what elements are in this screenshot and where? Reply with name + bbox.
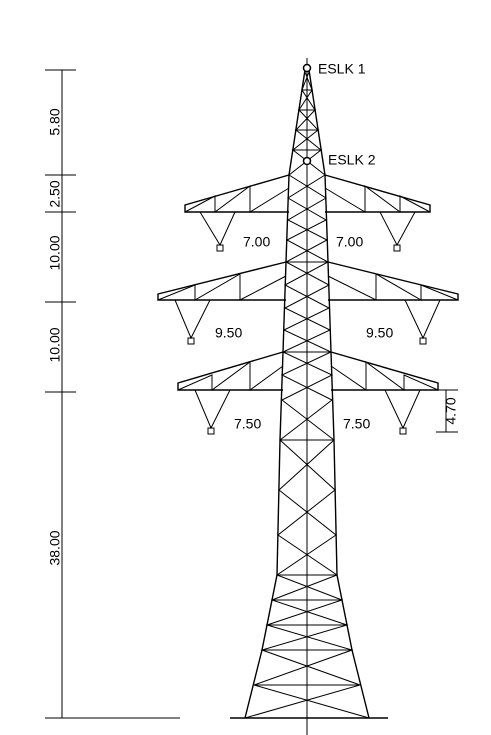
arm-span-label: 9.50 xyxy=(215,325,242,341)
height-label: 5.80 xyxy=(47,108,63,135)
height-label: 10.00 xyxy=(47,327,63,362)
earth-wire-label: ESLK 2 xyxy=(328,152,376,168)
arm-span-label: 7.00 xyxy=(336,234,363,250)
arm-span-label: 9.50 xyxy=(366,325,393,341)
arm-span-label: 7.50 xyxy=(234,416,261,432)
height-label: 38.00 xyxy=(47,530,63,565)
height-label: 2.50 xyxy=(47,180,63,207)
earth-wire-label: ESLK 1 xyxy=(318,61,366,77)
insulator-length-label: 4.70 xyxy=(443,397,459,424)
insulators xyxy=(174,211,441,435)
tower-peak xyxy=(288,69,326,176)
height-dimension-lines xyxy=(45,69,180,719)
arm-span-label: 7.50 xyxy=(343,416,370,432)
arm-span-label: 7.00 xyxy=(243,234,270,250)
earth-wire-point xyxy=(302,63,312,73)
earth-wire-point xyxy=(302,156,312,166)
insulator-dimension xyxy=(436,389,458,433)
crossarms xyxy=(157,174,459,391)
tower-body xyxy=(230,174,388,719)
height-label: 10.00 xyxy=(47,235,63,270)
